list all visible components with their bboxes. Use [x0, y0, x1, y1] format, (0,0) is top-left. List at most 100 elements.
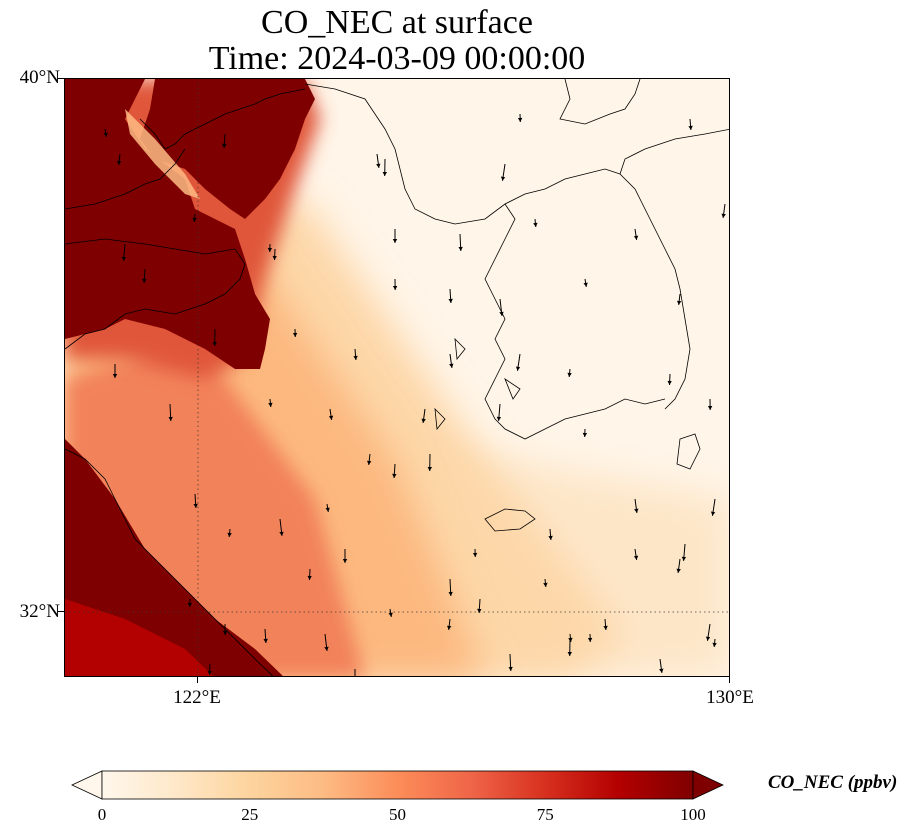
wind-arrow-head [582, 432, 588, 437]
lon-tick-122e: 122°E [173, 687, 221, 708]
wind-arrow-head [279, 531, 284, 536]
wind-arrow-head [567, 652, 572, 656]
wind-arrow-head [103, 132, 108, 137]
wind-arrow-head [659, 668, 664, 673]
lon-tick-mark-122e [197, 677, 198, 683]
colorbar-tick-label: 0 [97, 805, 107, 824]
wind-arrow-head [325, 507, 330, 512]
wind-arrow-head [324, 646, 329, 651]
wind-arrow-head [388, 612, 393, 617]
very-high-region-north [65, 79, 270, 369]
wind-arrow-head [496, 416, 502, 421]
wind-arrow-head [342, 559, 348, 563]
wind-arrow-head [583, 282, 588, 287]
wind-arrow-head [533, 222, 538, 227]
wind-arrow-head [382, 172, 387, 176]
wind-arrow-head [477, 608, 482, 613]
wind-arrow-head [721, 213, 726, 218]
colorbar-tick-label: 25 [241, 805, 259, 824]
wind-arrow-head [568, 637, 573, 642]
lat-tick-mark-32n [58, 611, 64, 612]
colorbar [70, 770, 725, 800]
wind-arrow-head [447, 625, 452, 630]
wind-arrow-head [222, 143, 227, 148]
lat-tick-mark-40n [58, 78, 64, 79]
wind-arrow-head [567, 372, 572, 377]
wind-arrow-head [263, 638, 268, 643]
lat-tick-40n: 40°N [19, 67, 60, 88]
colorbar-tick-label: 75 [536, 805, 554, 824]
high-region-yangtze [65, 599, 213, 676]
wind-arrow-head [543, 582, 548, 587]
colorbar-title: CO_NEC (ppbv) [768, 772, 898, 793]
very-high-region-south [65, 439, 283, 676]
wind-arrow-head [458, 246, 463, 251]
wind-arrow-head [187, 602, 193, 607]
lon-tick-130e: 130°E [706, 687, 754, 708]
map-subtitle-time: Time: 2024-03-09 00:00:00 [208, 40, 586, 77]
wind-arrow-head [112, 374, 118, 378]
wind-arrow-head [307, 575, 312, 580]
coastlines [65, 79, 729, 676]
wind-arrow-head [353, 355, 358, 360]
wind-arrow-head [449, 363, 454, 368]
wind-arrow-head [681, 556, 687, 561]
wind-arrow-head [227, 532, 232, 537]
wind-arrow-head [587, 637, 593, 642]
wind-arrow-head [421, 418, 426, 423]
wind-arrow-head [328, 415, 334, 420]
wind-arrow-head [392, 473, 397, 478]
colorbar-bar [101, 770, 694, 800]
wind-arrow-head [142, 278, 147, 283]
wind-arrow-head [688, 125, 693, 130]
wind-arrow-head [272, 255, 277, 260]
wind-arrow-head [515, 366, 521, 371]
wind-arrow-head [499, 311, 504, 316]
wind-arrow-head [193, 503, 198, 508]
map-panel [64, 78, 730, 677]
wind-arrow-head [117, 160, 122, 165]
wind-arrow-head [448, 298, 453, 303]
very-high-region-liaodong [140, 79, 315, 219]
co-concentration-map [65, 79, 729, 676]
wind-arrow-head [376, 163, 381, 168]
wind-arrow-head [710, 511, 716, 516]
wind-arrow-head [192, 217, 197, 222]
wind-arrow-head [292, 332, 298, 337]
wind-arrow-head [633, 555, 639, 560]
wind-arrow-head [392, 239, 398, 243]
lat-tick-32n: 32°N [19, 601, 60, 622]
wind-arrow-head [212, 342, 217, 346]
wind-arrow-head [268, 402, 273, 407]
wind-arrow-head [677, 300, 682, 305]
wind-arrow-head [222, 631, 228, 635]
wind-arrow-head [472, 552, 478, 557]
wind-arrow-head [500, 176, 506, 181]
wind-arrow-head [705, 636, 711, 641]
wind-arrow-head [367, 460, 372, 465]
wind-arrow-head [548, 535, 553, 540]
lighter-streak [125, 109, 200, 199]
wind-arrow-head [603, 625, 608, 630]
wind-arrow-head [207, 670, 212, 675]
wind-arrow-head [634, 508, 639, 513]
wind-arrow-head [392, 286, 398, 290]
wind-arrow-head [121, 256, 127, 261]
map-title: CO_NEC at surface [261, 4, 533, 41]
wind-arrow-head [427, 467, 432, 471]
wind-arrow-head [712, 642, 717, 647]
wind-arrow-head [267, 247, 273, 252]
wind-arrow-head [707, 406, 713, 410]
colorbar-tick-label: 100 [680, 805, 706, 824]
lon-tick-mark-130e [729, 677, 730, 683]
wind-arrow-head [448, 591, 453, 596]
colorbar-tick-label: 50 [389, 805, 406, 824]
wind-arrow-head [633, 235, 639, 240]
wind-arrow-head [676, 568, 681, 573]
wind-arrow-head [667, 380, 672, 385]
wind-arrow-head [508, 666, 513, 671]
wind-vectors [103, 113, 726, 676]
colorbar-extend-max [692, 770, 724, 800]
wind-arrow-head [517, 117, 523, 122]
colorbar-extend-min [71, 770, 103, 800]
